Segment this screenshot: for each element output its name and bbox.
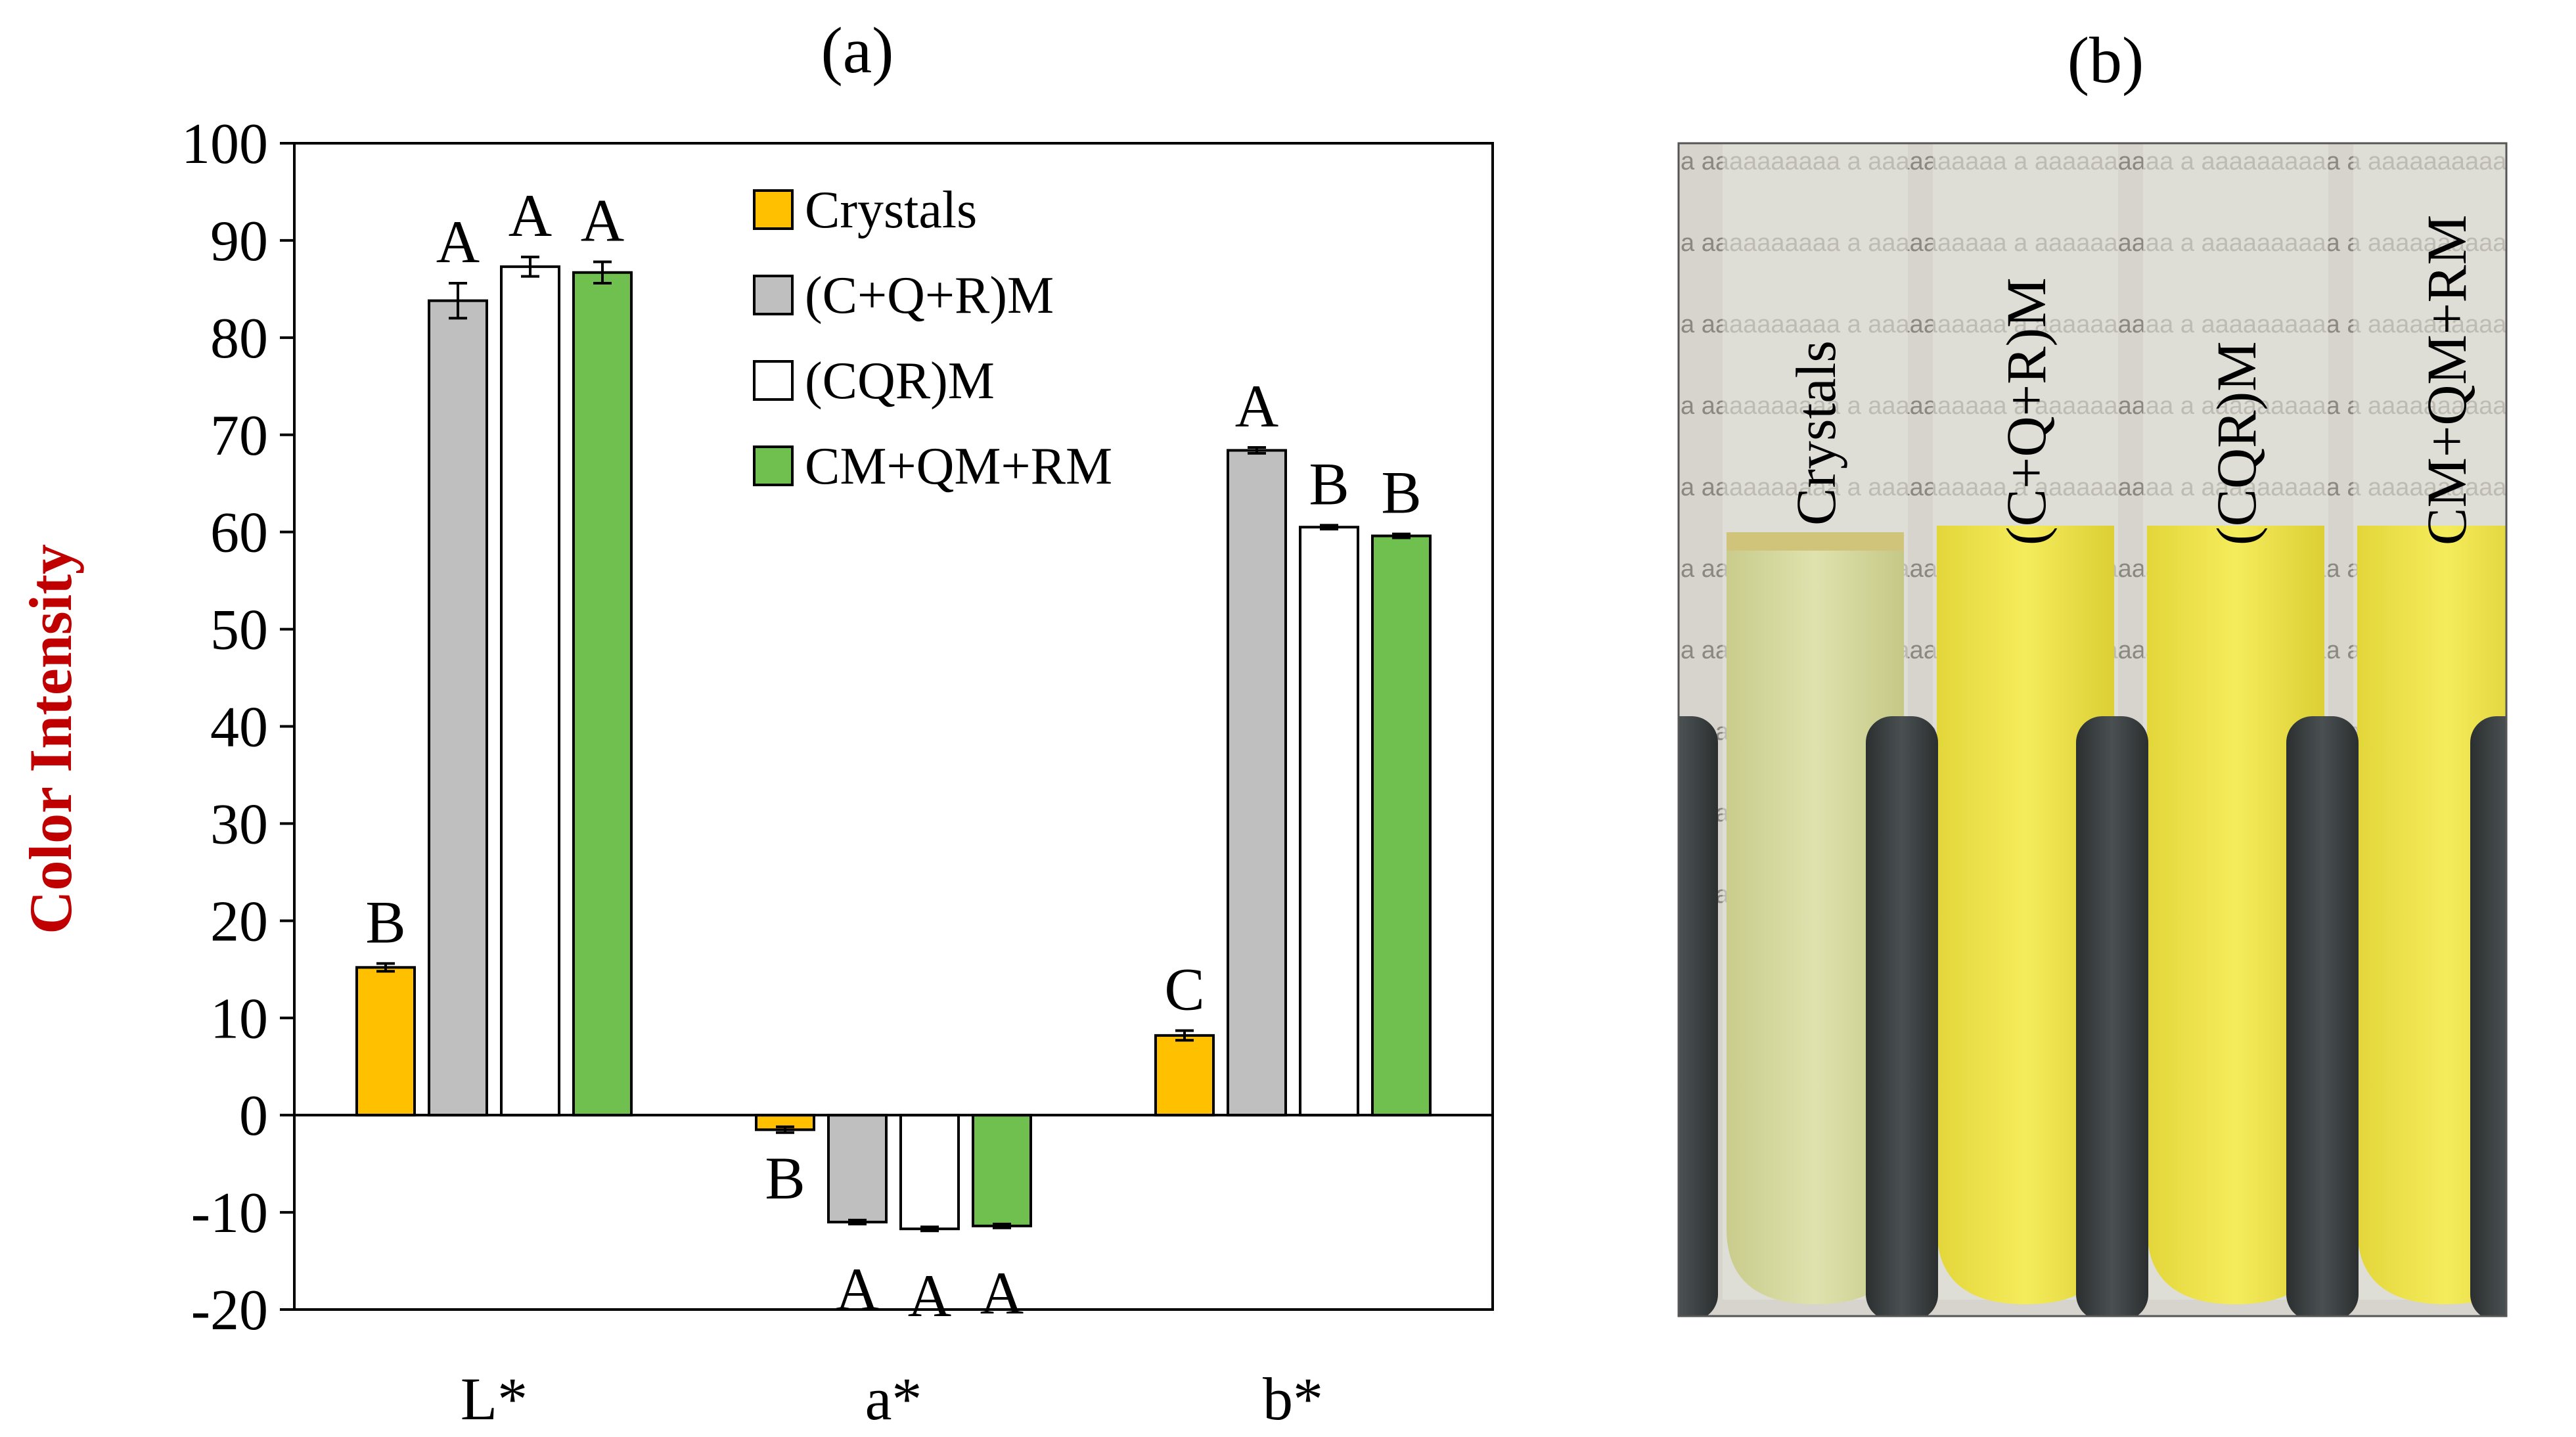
significance-letter: A [908,1262,951,1329]
category-labels: L* a* b* [461,1365,1323,1432]
bar [827,1114,888,1223]
y-tick-label: 100 [181,112,268,176]
y-axis-label: Color Intensity [17,544,84,934]
legend-label: CM+QM+RM [805,438,1112,495]
plot-frame [293,142,1494,1311]
panel-b-label: (b) [2068,24,2144,97]
significance-letter: A [436,208,480,275]
crystal-rim [1727,532,1904,551]
y-tick-label: -20 [191,1279,268,1342]
y-axis-ticks: -20 -10 0 10 20 30 40 50 60 70 80 90 100 [181,112,294,1342]
significance-letter: A [980,1260,1024,1327]
tube-photo: a aaaaaaaaaa a aaaaaaaaaa a aaaaaaaaaa a… [1679,143,2506,1316]
panel-a-label: (a) [821,14,894,87]
significance-letter: B [1309,450,1349,517]
bar [500,265,560,1117]
y-tick-label: 60 [210,501,268,565]
significance-letter: A [1235,373,1278,440]
test-tubes: Crystals (C+Q+R)M (CQR)M CM+QM+RM [1679,143,2506,1316]
yellow-liquid [1937,526,2114,1304]
tube-label: (CQR)M [2205,341,2268,545]
bar [1227,449,1287,1117]
y-tick-label: 10 [210,987,268,1051]
bar [1371,534,1432,1117]
error-bars [376,256,1411,1233]
tube-label: (C+Q+R)M [1995,277,2058,545]
yellow-liquid [2147,526,2324,1304]
yellow-liquid [2357,526,2506,1304]
legend-label: (CQR)M [805,352,995,410]
significance-letter: B [1381,459,1421,526]
cloudy-liquid [1727,537,1904,1304]
y-tick-label: 70 [210,404,268,468]
significance-letter: A [508,182,552,249]
significance-letter: A [836,1256,879,1323]
significance-letter: A [581,187,624,254]
photo-frame [1677,142,2508,1317]
legend-swatch [753,360,794,401]
bar [428,299,488,1117]
significance-letter: B [765,1145,805,1212]
legend-swatch [753,445,794,486]
bar-series [355,265,1432,1231]
category-label: L* [461,1365,528,1432]
category-label: a* [865,1365,922,1432]
y-tick-label: 80 [210,307,268,371]
legend-label: Crystals [805,181,977,239]
y-tick-label: 40 [210,696,268,760]
y-tick-label: 20 [210,890,268,953]
legend: Crystals (C+Q+R)M (CQR)M CM+QM+RM [753,181,1112,495]
significance-letter: B [365,888,405,955]
y-tick-label: 90 [210,210,268,273]
rack-post [1679,716,1718,1316]
category-label: b* [1263,1365,1323,1432]
rack-post [2286,716,2359,1316]
significance-letter: C [1164,955,1204,1022]
y-tick-label: -10 [191,1181,268,1245]
y-tick-label: 0 [239,1084,268,1148]
tube-label: CM+QM+RM [2415,215,2478,545]
y-tick-label: 30 [210,792,268,856]
bar [899,1114,960,1231]
bar [1299,526,1359,1117]
bar [972,1114,1032,1227]
y-tick-label: 50 [210,599,268,662]
bar [572,271,633,1117]
legend-label: (C+Q+R)M [805,267,1054,325]
bar [355,966,416,1117]
legend-swatch [753,275,794,315]
legend-swatch [753,189,794,230]
rack-post [2076,716,2148,1316]
bar [1154,1034,1215,1117]
tube-label: Crystals [1784,340,1847,526]
rack-post [2470,716,2506,1316]
rack-post [1866,716,1938,1316]
